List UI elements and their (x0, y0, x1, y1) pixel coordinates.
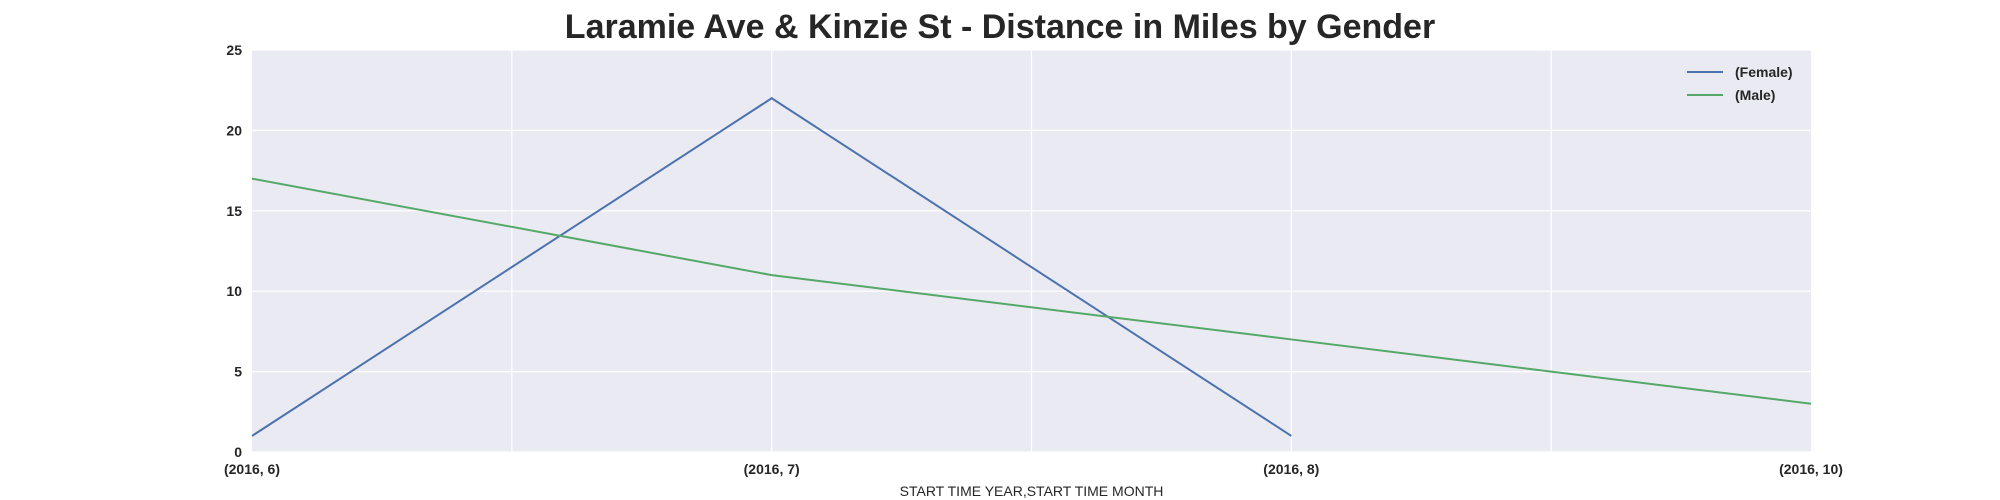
chart-title: Laramie Ave & Kinzie St - Distance in Mi… (564, 8, 1436, 46)
legend: (Female) (Male) (1687, 64, 1793, 103)
y-tick-label: 20 (226, 122, 242, 138)
x-tick-label: (2016, 8) (1263, 461, 1319, 477)
y-tick-label: 5 (234, 364, 242, 380)
x-tick-label: (2016, 7) (744, 461, 800, 477)
x-axis-label: START TIME YEAR,START TIME MONTH (900, 483, 1164, 499)
grid (252, 49, 1811, 453)
y-axis-ticks: 0 5 10 15 20 25 (226, 42, 242, 460)
y-tick-label: 25 (226, 42, 242, 58)
legend-label: (Male) (1735, 87, 1775, 103)
x-tick-label: (2016, 10) (1779, 461, 1843, 477)
x-tick-label: (2016, 6) (224, 461, 280, 477)
series-layer (251, 97, 1812, 437)
y-tick-label: 10 (226, 283, 242, 299)
series-line-male (251, 177, 1812, 405)
series-line-female (251, 97, 1292, 437)
legend-label: (Female) (1735, 64, 1793, 80)
y-tick-label: 0 (234, 444, 242, 460)
x-axis-ticks: (2016, 6) (2016, 7) (2016, 8) (2016, 10) (224, 461, 1843, 477)
y-tick-label: 15 (226, 203, 242, 219)
